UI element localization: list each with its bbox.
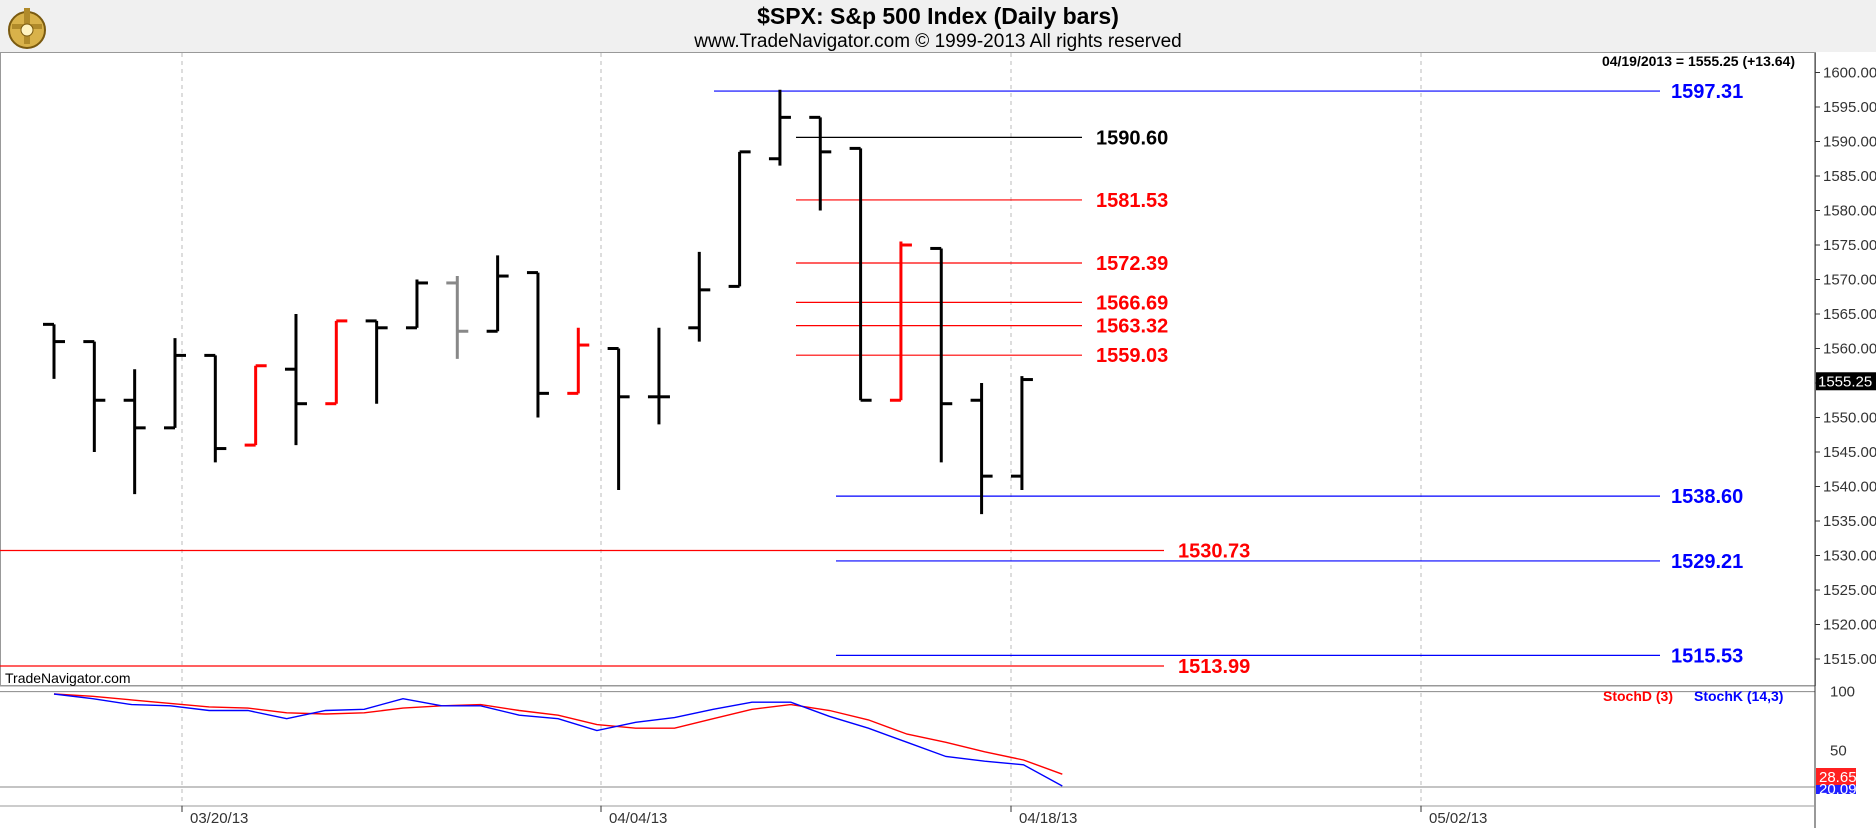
ohlc-bar xyxy=(526,271,549,418)
y-tick-label: 1560.00 xyxy=(1823,341,1876,358)
level-label: 1563.32 xyxy=(1096,316,1168,338)
y-tick-label: 1590.00 xyxy=(1823,134,1876,151)
stoch-k-label: 20.09 xyxy=(1819,781,1857,798)
level-label: 1559.03 xyxy=(1096,345,1168,367)
plot-frame xyxy=(0,52,1816,686)
last-price-marker xyxy=(1816,372,1876,391)
level-label: 1530.73 xyxy=(1178,540,1250,562)
stoch-d-marker xyxy=(1816,768,1856,785)
ohlc-bar xyxy=(284,314,307,446)
stoch-k-marker xyxy=(1816,785,1856,794)
ohlc-bar xyxy=(768,89,791,166)
ohlc-bar xyxy=(607,347,630,490)
ohlc-bar xyxy=(83,340,106,452)
y-tick-label: 1515.00 xyxy=(1823,651,1876,668)
chart-title: $SPX: S&p 500 Index (Daily bars) xyxy=(757,3,1119,29)
level-label: 1538.60 xyxy=(1671,486,1743,508)
ohlc-bar xyxy=(567,327,590,395)
y-tick-label: 1595.00 xyxy=(1823,99,1876,116)
level-label: 1590.60 xyxy=(1096,127,1168,149)
watermark-text: TradeNavigator.com xyxy=(5,670,131,686)
y-tick-label: 1570.00 xyxy=(1823,272,1876,289)
ohlc-bar xyxy=(688,251,711,342)
level-label: 1597.31 xyxy=(1671,81,1743,103)
level-label: 1566.69 xyxy=(1096,292,1168,314)
ohlc-bar xyxy=(728,150,751,288)
ohlc-bar xyxy=(204,353,227,463)
level-label: 1572.39 xyxy=(1096,253,1168,275)
trade-navigator-logo-icon xyxy=(8,8,46,49)
x-tick-label: 04/18/13 xyxy=(1019,810,1077,827)
stoch-y-tick-label: 50 xyxy=(1830,743,1847,760)
ohlc-bar xyxy=(889,241,912,402)
ohlc-bar xyxy=(809,115,832,211)
stoch-y-tick-label: 100 xyxy=(1830,684,1855,701)
y-tick-label: 1575.00 xyxy=(1823,237,1876,254)
x-tick-label: 03/20/13 xyxy=(190,810,248,827)
stoch-series-line xyxy=(53,693,1063,775)
y-tick-label: 1585.00 xyxy=(1823,168,1876,185)
ohlc-bar xyxy=(446,276,469,359)
level-label: 1529.21 xyxy=(1671,551,1743,573)
y-tick-label: 1535.00 xyxy=(1823,513,1876,530)
ohlc-bar xyxy=(1010,376,1033,490)
y-tick-label: 1565.00 xyxy=(1823,306,1876,323)
ohlc-bar xyxy=(43,322,65,379)
ohlc-bar xyxy=(849,146,872,402)
y-tick-label: 1540.00 xyxy=(1823,479,1876,496)
ohlc-bar xyxy=(163,338,186,430)
ohlc-bar xyxy=(405,279,428,330)
x-tick-label: 05/02/13 xyxy=(1429,810,1487,827)
y-tick-label: 1520.00 xyxy=(1823,617,1876,634)
ohlc-bar xyxy=(970,383,993,515)
ohlc-bar xyxy=(325,319,348,406)
ohlc-bar xyxy=(647,327,670,425)
stoch-d-label: 28.65 xyxy=(1819,769,1857,786)
y-tick-label: 1525.00 xyxy=(1823,582,1876,599)
ohlc-bar xyxy=(123,369,146,495)
x-tick-label: 04/04/13 xyxy=(609,810,667,827)
level-label: 1515.53 xyxy=(1671,645,1743,667)
ohlc-bar xyxy=(365,319,388,404)
ohlc-bar xyxy=(244,364,267,447)
chart-header: $SPX: S&p 500 Index (Daily bars) www.Tra… xyxy=(0,0,1876,52)
y-tick-label: 1600.00 xyxy=(1823,65,1876,82)
legend-stochk: StochK (14,3) xyxy=(1694,688,1783,704)
y-tick-label: 1550.00 xyxy=(1823,410,1876,427)
y-tick-label: 1580.00 xyxy=(1823,203,1876,220)
ohlc-bar xyxy=(486,255,509,333)
y-tick-label: 1530.00 xyxy=(1823,548,1876,565)
level-label: 1513.99 xyxy=(1178,656,1250,678)
last-price-label: 1555.25 xyxy=(1818,373,1872,390)
last-price-info: 04/19/2013 = 1555.25 (+13.64) xyxy=(1602,53,1795,69)
ohlc-bar xyxy=(930,246,953,463)
y-tick-label: 1545.00 xyxy=(1823,444,1876,461)
stoch-series-line xyxy=(53,693,1063,787)
chart-copyright: www.TradeNavigator.com © 1999-2013 All r… xyxy=(694,31,1182,52)
level-label: 1581.53 xyxy=(1096,190,1168,212)
legend-stochd: StochD (3) xyxy=(1603,688,1673,704)
